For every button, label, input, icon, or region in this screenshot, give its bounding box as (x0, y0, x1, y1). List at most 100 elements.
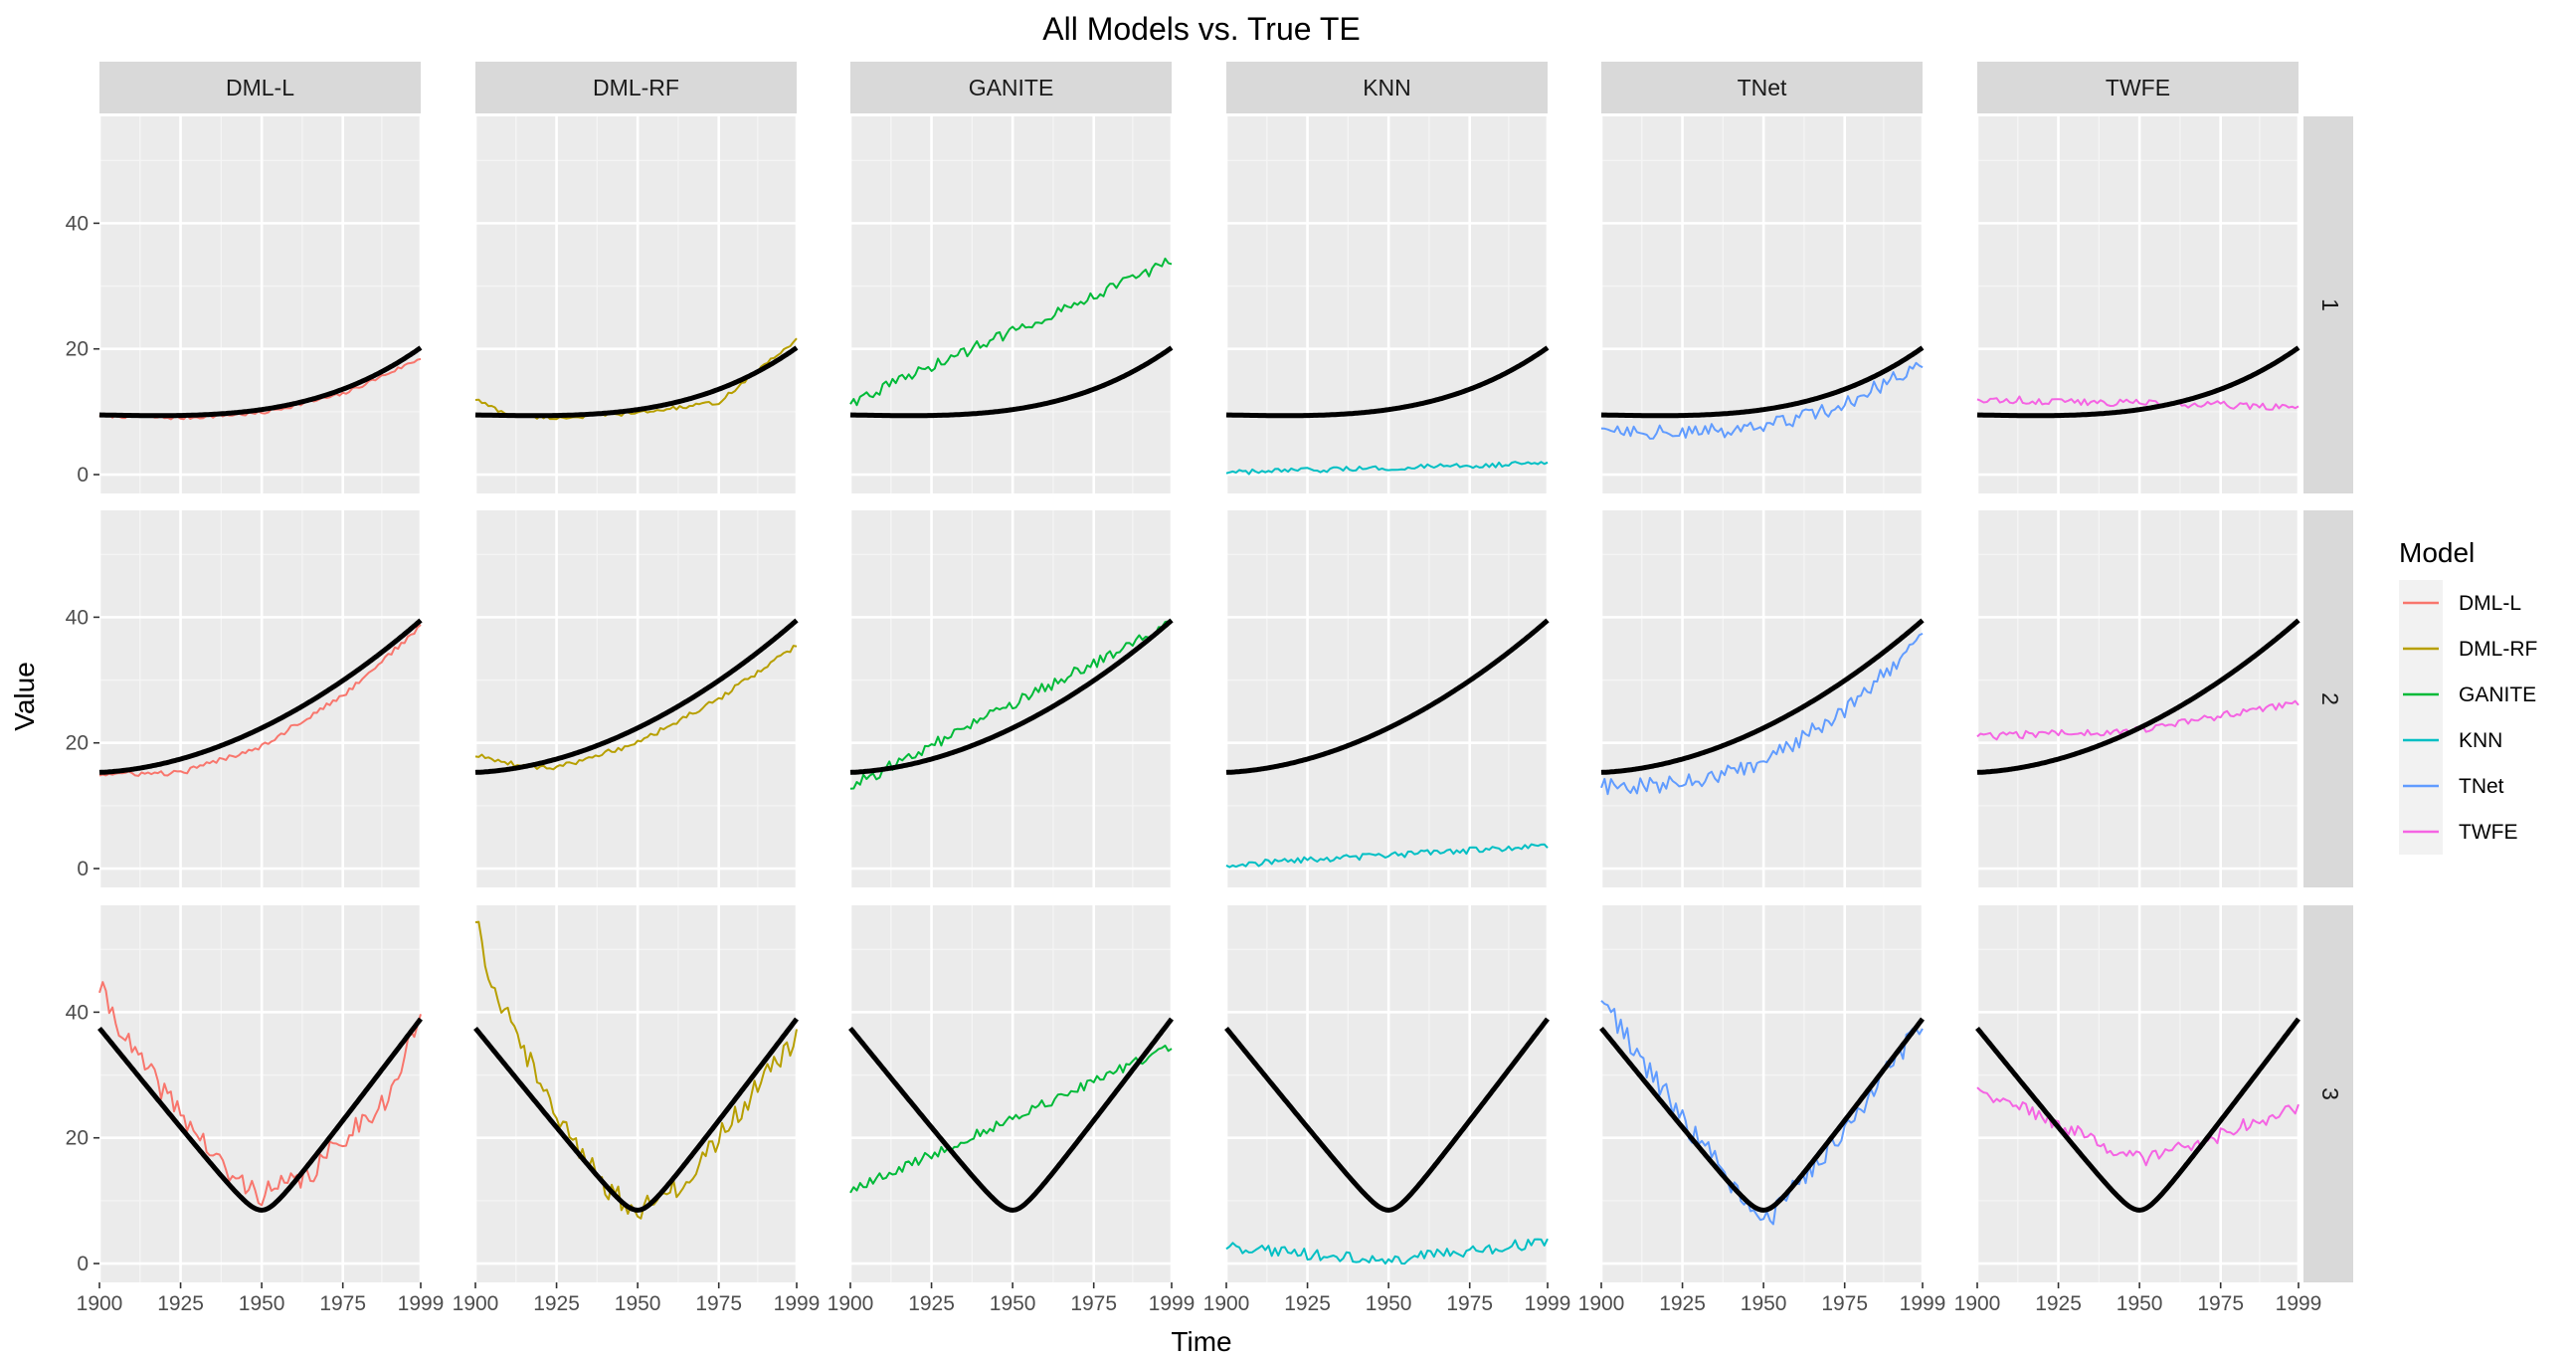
y-tick-label: 40 (66, 212, 89, 235)
x-tick-label: 1925 (1659, 1292, 1706, 1315)
legend-label: TNet (2459, 775, 2504, 798)
panel-tnet-row-1 (1599, 116, 1925, 493)
true-te-line (1224, 1017, 1550, 1213)
panel-dml-l-row-3 (97, 905, 423, 1282)
column-strip-label: TNet (1738, 75, 1787, 100)
panel-dml-rf-row-1 (473, 116, 799, 493)
x-axis-title: Time (1171, 1326, 1231, 1357)
x-tick-label: 1999 (774, 1292, 821, 1315)
true-te-line (1600, 345, 1925, 419)
series-line-ganite (849, 257, 1173, 407)
column-strip-twfe (1977, 62, 2299, 113)
panel-background (850, 510, 1172, 887)
true-te-line (1975, 1017, 2300, 1213)
series-line-tnet (1600, 361, 1924, 440)
true-te-line (1599, 1017, 1925, 1213)
y-tick-label: 20 (66, 338, 89, 361)
x-tick-label: 1950 (2116, 1292, 2163, 1315)
row-strip-label: 3 (2317, 1087, 2343, 1100)
column-strip-knn (1226, 62, 1548, 113)
panel-dml-rf-row-2 (473, 510, 799, 887)
panel-dml-l-row-1 (97, 116, 423, 493)
panel-dml-rf-row-3 (473, 905, 799, 1282)
panel-background (1977, 905, 2299, 1282)
panel-background (1226, 905, 1548, 1282)
column-strip-label: DML-L (226, 75, 294, 100)
panel-knn-row-3 (1224, 905, 1550, 1282)
y-tick-label: 0 (77, 464, 89, 486)
panel-background (1226, 510, 1548, 887)
column-strip-tnet (1601, 62, 1923, 113)
x-tick-label: 1975 (695, 1292, 742, 1315)
row-strip-2 (2303, 510, 2353, 887)
row-strip-label: 1 (2317, 298, 2343, 311)
x-tick-label: 1975 (1821, 1292, 1868, 1315)
legend-item-ganite: GANITE (2399, 672, 2536, 717)
x-tick-label: 1950 (239, 1292, 285, 1315)
series-line-knn (1225, 461, 1549, 476)
legend-label: DML-RF (2459, 638, 2537, 661)
true-te-line (1225, 618, 1550, 775)
series-line-twfe (1976, 1086, 2300, 1167)
column-strip-label: DML-RF (593, 75, 679, 100)
panel-tnet-row-3 (1599, 905, 1925, 1282)
row-strip-1 (2303, 116, 2353, 493)
x-tick-label: 1975 (2197, 1292, 2244, 1315)
x-tick-label: 1999 (1149, 1292, 1196, 1315)
x-tick-label: 1900 (453, 1292, 499, 1315)
true-te-line (98, 618, 423, 775)
legend-label: TWFE (2459, 821, 2517, 844)
series-line-dml-rf (474, 920, 798, 1220)
panel-background (850, 905, 1172, 1282)
series-line-dml-l (98, 624, 422, 777)
series-line-ganite (849, 619, 1173, 790)
panel-ganite-row-1 (848, 116, 1174, 493)
panel-background (1601, 510, 1923, 887)
x-tick-label: 1950 (1741, 1292, 1787, 1315)
column-strip-ganite (850, 62, 1172, 113)
panel-background (475, 905, 797, 1282)
x-tick-label: 1950 (990, 1292, 1036, 1315)
legend-item-knn: KNN (2399, 717, 2502, 763)
x-tick-label: 1925 (908, 1292, 955, 1315)
panel-background (475, 116, 797, 493)
panel-knn-row-2 (1224, 510, 1550, 887)
x-tick-label: 1975 (1446, 1292, 1493, 1315)
true-te-line (474, 618, 799, 775)
series-line-dml-l (98, 981, 422, 1207)
true-te-line (1225, 345, 1550, 419)
panel-twfe-row-1 (1975, 116, 2300, 493)
true-te-line (474, 345, 799, 419)
legend-label: GANITE (2459, 683, 2536, 706)
legend-label: DML-L (2459, 592, 2521, 615)
column-strip-label: GANITE (969, 75, 1054, 100)
x-tick-label: 1999 (1525, 1292, 1571, 1315)
legend-item-dml-l: DML-L (2399, 580, 2521, 626)
panel-twfe-row-3 (1975, 905, 2300, 1282)
series-line-tnet (1600, 1000, 1924, 1226)
x-tick-label: 1900 (828, 1292, 874, 1315)
panel-background (99, 116, 421, 493)
series-line-tnet (1600, 632, 1924, 796)
panel-background (1226, 116, 1548, 493)
true-te-line (98, 345, 423, 419)
true-te-line (849, 618, 1174, 775)
column-strip-dml-rf (475, 62, 797, 113)
x-tick-label: 1975 (1070, 1292, 1117, 1315)
panel-background (1977, 510, 2299, 887)
panel-knn-row-1 (1224, 116, 1550, 493)
y-tick-label: 20 (66, 732, 89, 755)
y-axis-title: Value (9, 662, 40, 731)
true-te-line (849, 345, 1174, 419)
panel-ganite-row-3 (848, 905, 1174, 1282)
x-tick-label: 1900 (1954, 1292, 2001, 1315)
legend-item-tnet: TNet (2399, 763, 2504, 809)
y-tick-label: 20 (66, 1127, 89, 1150)
x-tick-label: 1900 (77, 1292, 123, 1315)
true-te-line (1976, 618, 2300, 775)
x-tick-label: 1900 (1203, 1292, 1250, 1315)
panel-background (850, 116, 1172, 493)
y-tick-label: 40 (66, 606, 89, 629)
legend-item-dml-rf: DML-RF (2399, 626, 2537, 672)
